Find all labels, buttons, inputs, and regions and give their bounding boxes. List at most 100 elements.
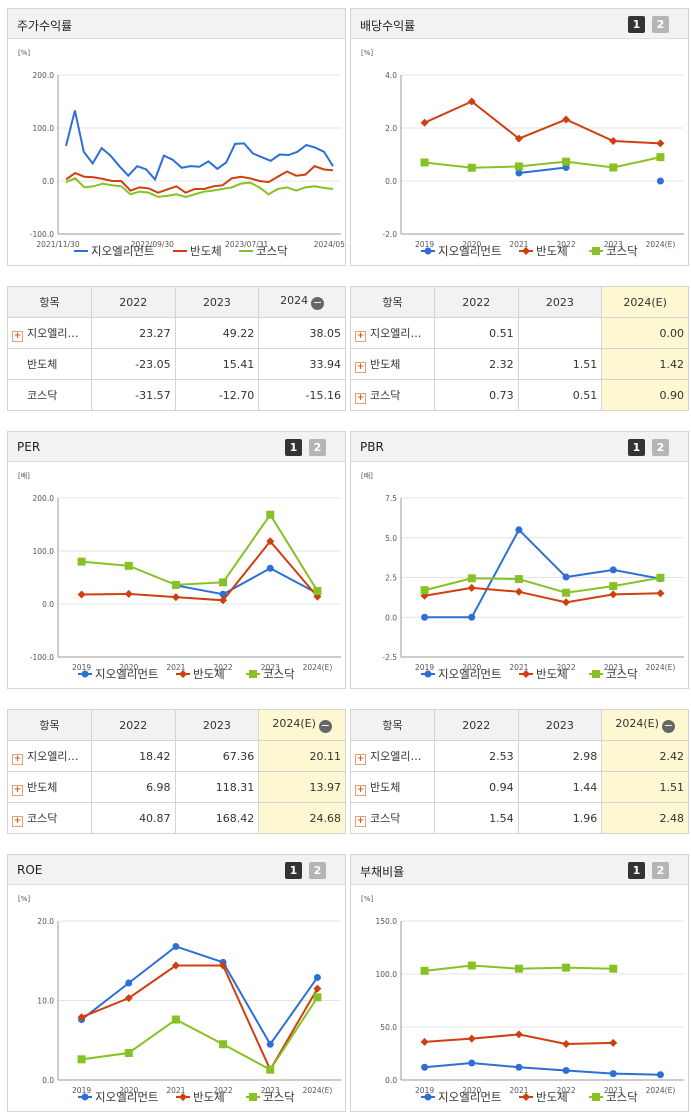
row-label[interactable]: + 지오엘리… xyxy=(350,740,435,772)
chart-panel-0: 주가수익률 [%] 200.0 100.0 0.0 -100.0 2021/11/30 202… xyxy=(7,8,346,266)
page-button-1[interactable]: 1 xyxy=(285,862,302,879)
data-point xyxy=(313,973,321,981)
column-header-year: 2022 xyxy=(433,286,519,318)
data-point xyxy=(514,964,523,973)
series-line-0 xyxy=(175,567,318,596)
collapse-icon[interactable]: − xyxy=(311,296,325,310)
table-cell: -12.70 xyxy=(174,379,260,411)
table-row: + 지오엘리… 18.42 67.36 20.11 xyxy=(7,740,346,772)
legend-marker xyxy=(249,670,257,678)
table-cell: 67.36 xyxy=(174,740,260,772)
panel-header: 배당수익률 1 2 xyxy=(351,9,688,39)
y-tick-label: 150.0 xyxy=(376,917,398,926)
page-button-2[interactable]: 2 xyxy=(652,439,669,456)
legend-label: 지오엘리먼트 xyxy=(95,667,158,681)
data-point xyxy=(562,963,571,972)
data-point xyxy=(421,613,429,621)
data-point xyxy=(562,157,571,166)
data-point xyxy=(467,97,476,106)
data-point xyxy=(609,163,618,172)
page-button-2[interactable]: 2 xyxy=(652,862,669,879)
legend-label: 반도체 xyxy=(193,1090,225,1104)
table-cell: 18.42 xyxy=(90,740,176,772)
legend-label: 반도체 xyxy=(190,244,222,258)
table-cell: -23.05 xyxy=(90,348,176,380)
legend-label: 지오엘리먼트 xyxy=(91,244,154,258)
data-point xyxy=(562,588,571,597)
collapse-icon[interactable]: − xyxy=(318,719,332,733)
data-point xyxy=(609,964,618,973)
legend-label: 코스닥 xyxy=(263,667,295,681)
data-point xyxy=(609,590,618,599)
table-cell: 2.53 xyxy=(433,740,519,772)
data-point xyxy=(266,1065,275,1074)
collapse-icon[interactable]: − xyxy=(661,719,675,733)
page-button-1[interactable]: 1 xyxy=(628,16,645,33)
data-point xyxy=(467,583,476,592)
unit-label: [배] xyxy=(18,471,30,480)
page-button-2[interactable]: 2 xyxy=(652,16,669,33)
page-button-1[interactable]: 1 xyxy=(628,862,645,879)
unit-label: [%] xyxy=(361,895,373,903)
expand-icon[interactable]: + xyxy=(355,330,366,342)
row-label[interactable]: + 코스닥 xyxy=(350,802,435,834)
expand-icon[interactable]: + xyxy=(12,330,23,342)
table-row: + 코스닥 40.87 168.42 24.68 xyxy=(7,802,346,834)
y-tick-label: -2.5 xyxy=(382,653,397,662)
data-point xyxy=(124,994,133,1003)
legend-label: 코스닥 xyxy=(606,667,638,681)
data-point xyxy=(515,526,523,534)
expand-icon[interactable]: + xyxy=(355,784,366,796)
row-label[interactable]: + 코스닥 xyxy=(350,379,435,411)
page-button-1[interactable]: 1 xyxy=(628,439,645,456)
data-point xyxy=(515,169,523,177)
legend: 지오엘리먼트 반도체 코스닥 xyxy=(74,244,288,258)
data-point xyxy=(266,564,274,572)
y-tick-label: 0.0 xyxy=(385,177,397,186)
panel-header: PBR 1 2 xyxy=(351,432,688,462)
row-label[interactable]: + 반도체 xyxy=(350,771,435,803)
panel-header: ROE 1 2 xyxy=(8,855,345,885)
panel-title: 부채비율 xyxy=(360,865,405,879)
x-tick-label: 2024(E) xyxy=(646,240,676,249)
chart-svg: [배] 7.5 5.0 2.5 0.0 -2.5 2019 2020 2021 2022 2023 2… xyxy=(361,471,684,681)
expand-icon[interactable]: + xyxy=(12,753,23,765)
legend-marker xyxy=(592,247,600,255)
series-line-2 xyxy=(424,156,661,169)
row-label[interactable]: + 반도체 xyxy=(7,771,92,803)
row-label[interactable]: + 지오엘리… xyxy=(7,317,92,349)
x-tick-label: 2020 xyxy=(119,663,138,672)
data-point xyxy=(514,575,523,584)
chart-panel-4: ROE 1 2 [%] 20.0 10.0 0.0 2019 2020 2021 2022 2023 2… xyxy=(7,854,346,1112)
row-label[interactable]: + 반도체 xyxy=(350,348,435,380)
expand-icon[interactable]: + xyxy=(355,361,366,373)
legend: 지오엘리먼트 반도체 코스닥 xyxy=(421,667,638,681)
y-tick-label: 20.0 xyxy=(37,917,54,926)
table-cell: 2.98 xyxy=(517,740,603,772)
x-tick-label: 2021 xyxy=(509,1086,528,1095)
page-button-1[interactable]: 1 xyxy=(285,439,302,456)
data-point xyxy=(562,573,570,581)
row-label[interactable]: + 코스닥 xyxy=(7,802,92,834)
page-button-2[interactable]: 2 xyxy=(309,439,326,456)
x-tick-label: 2021 xyxy=(509,663,528,672)
column-header-year: 2023 xyxy=(174,709,260,741)
expand-icon[interactable]: + xyxy=(12,784,23,796)
series-line-1 xyxy=(424,586,661,604)
data-point xyxy=(313,592,322,601)
page-button-2[interactable]: 2 xyxy=(309,862,326,879)
expand-icon[interactable]: + xyxy=(12,815,23,827)
expand-icon[interactable]: + xyxy=(355,753,366,765)
row-label[interactable]: + 지오엘리… xyxy=(7,740,92,772)
column-header-year: 2024− xyxy=(258,286,346,318)
row-label[interactable]: + 지오엘리… xyxy=(350,317,435,349)
legend: 지오엘리먼트 반도체 코스닥 xyxy=(78,667,295,681)
series-line-0 xyxy=(424,1062,661,1076)
legend-label: 반도체 xyxy=(536,1090,568,1104)
table-cell: 0.73 xyxy=(433,379,519,411)
expand-icon[interactable]: + xyxy=(355,815,366,827)
data-point xyxy=(266,537,275,546)
expand-icon[interactable]: + xyxy=(355,392,366,404)
panel-title: PER xyxy=(17,440,41,454)
data-point xyxy=(420,118,429,127)
